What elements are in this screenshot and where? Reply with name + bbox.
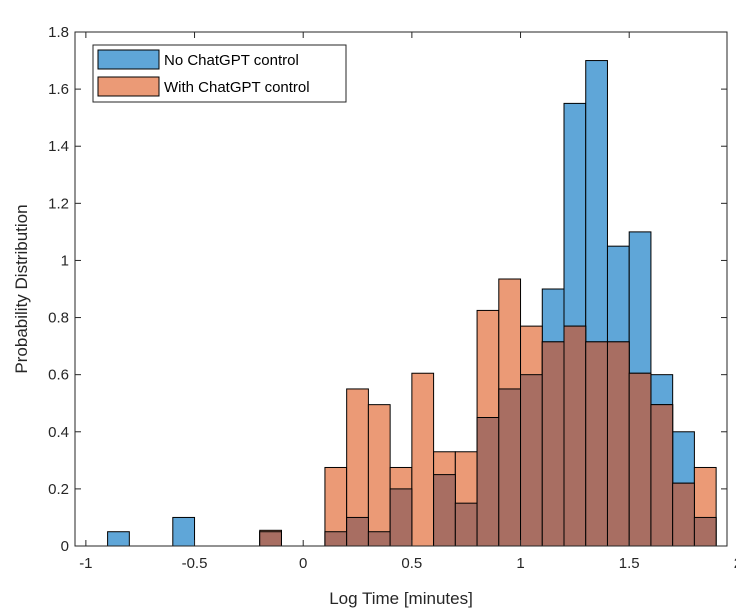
overlap-bar [476, 417, 500, 547]
x-tick-label: 2 [734, 555, 736, 572]
y-tick-label: 1.8 [48, 24, 69, 41]
plot-frame [74, 31, 728, 547]
overlap-bar [346, 516, 369, 547]
overlap-bar [672, 482, 695, 547]
overlap-bar [259, 531, 282, 547]
overlap-bar [585, 341, 608, 547]
overlap-bar [628, 372, 652, 547]
overlap-bar [563, 325, 587, 547]
overlap-bar [433, 474, 456, 547]
x-axis-ticks: -1 -0.5 0 0.5 1 1.5 2 [79, 32, 736, 572]
overlap-bar [606, 341, 630, 547]
with-chatgpt-bar [411, 372, 435, 547]
overlap-bar [324, 531, 348, 547]
x-tick-label: -0.5 [182, 555, 208, 572]
overlap-bar [520, 374, 543, 547]
y-tick-label: 0.2 [48, 481, 69, 498]
y-tick-label: 1.6 [48, 81, 69, 98]
y-tick-label: 0 [61, 538, 69, 555]
overlap-bar [650, 404, 674, 547]
legend-swatch-with-chatgpt [97, 76, 160, 97]
y-axis-ticks: 0 0.2 0.4 0.6 0.8 1 1.2 1.4 1.6 1.8 [48, 24, 727, 555]
y-tick-label: 0.6 [48, 367, 69, 384]
x-tick-label: 1 [516, 555, 524, 572]
x-tick-label: 1.5 [619, 555, 640, 572]
y-tick-label: 1.4 [48, 138, 69, 155]
overlap-bar [541, 341, 565, 547]
no-chatgpt-bar [172, 516, 196, 547]
with-chatgpt-bar [367, 404, 391, 547]
overlap-bar [693, 516, 717, 547]
x-tick-label: 0 [299, 555, 307, 572]
x-tick-label: -1 [79, 555, 92, 572]
x-tick-label: 0.5 [401, 555, 422, 572]
legend-label-with-chatgpt: With ChatGPT control [164, 79, 310, 96]
legend-swatch-no-chatgpt [97, 49, 160, 70]
y-tick-label: 1 [61, 252, 69, 269]
y-tick-label: 1.2 [48, 195, 69, 212]
y-tick-label: 0.8 [48, 310, 69, 327]
overlap-bar [389, 488, 413, 547]
no-chatgpt-bar [107, 531, 130, 547]
y-axis-label: Probability Distribution [12, 204, 31, 373]
overlap-bar [454, 502, 478, 547]
overlap-bar [498, 388, 522, 547]
y-tick-label: 0.4 [48, 424, 69, 441]
x-axis-label: Log Time [minutes] [329, 589, 473, 608]
legend: No ChatGPT control With ChatGPT control [92, 44, 347, 103]
legend-label-no-chatgpt: No ChatGPT control [164, 52, 299, 69]
overlap-bar [367, 531, 391, 547]
